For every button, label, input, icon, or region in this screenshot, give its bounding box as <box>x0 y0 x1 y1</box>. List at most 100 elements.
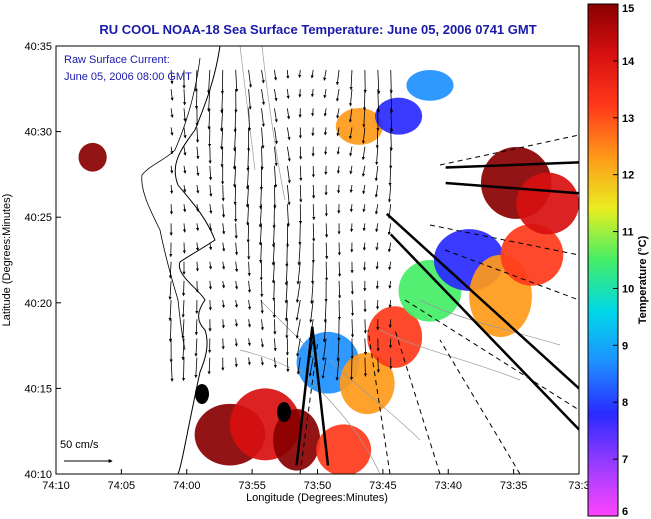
colorbar-tick-label: 7 <box>622 454 628 466</box>
buoy-marker-2 <box>277 402 291 422</box>
current-vector <box>221 261 226 270</box>
x-tick-label: 74:00 <box>173 480 201 492</box>
buoy-marker-1 <box>195 384 209 404</box>
current-vector <box>321 357 327 379</box>
current-vector <box>286 146 291 162</box>
bathymetry-contours <box>239 46 561 474</box>
current-vector <box>322 319 327 343</box>
current-vector <box>335 89 340 102</box>
coverage-dashes <box>299 134 579 474</box>
current-vector <box>234 242 239 256</box>
current-vector <box>261 89 266 106</box>
current-vector <box>260 357 264 366</box>
current-vector <box>336 165 341 174</box>
current-vector <box>182 89 187 106</box>
current-vector <box>274 146 278 167</box>
current-vector <box>209 223 213 232</box>
current-vector <box>361 146 366 161</box>
current-vector <box>295 319 301 339</box>
current-vector <box>195 127 200 143</box>
current-vector <box>233 184 237 206</box>
current-vector <box>308 319 314 341</box>
current-vector <box>363 338 368 356</box>
colorbar-tick-label: 10 <box>622 283 634 295</box>
current-vector <box>323 69 327 81</box>
current-vector <box>208 165 213 181</box>
current-vector <box>387 204 392 219</box>
x-tick-label: 73:45 <box>369 480 397 492</box>
current-vector <box>234 223 238 239</box>
current-vector <box>247 261 251 277</box>
current-vector <box>168 319 173 343</box>
current-vector <box>169 204 174 215</box>
current-vector <box>389 69 393 94</box>
x-axis-ticks: 74:10 74:05 74:00 73:55 73:50 73:45 73:40 73:35… <box>42 469 590 492</box>
current-vector <box>310 280 314 305</box>
coverage-line <box>311 326 330 466</box>
current-vector <box>274 108 278 123</box>
current-vector <box>234 319 238 327</box>
current-vector <box>195 242 200 251</box>
current-vector <box>338 280 342 299</box>
colorbar-tick-label: 6 <box>622 506 628 518</box>
current-vector <box>274 127 278 145</box>
current-vector <box>183 146 187 156</box>
x-tick-label: 73:35 <box>500 480 528 492</box>
current-vector <box>261 108 265 128</box>
current-vector <box>363 357 368 377</box>
current-vector <box>260 300 264 314</box>
current-vector <box>387 184 392 203</box>
current-vector <box>337 261 342 277</box>
current-vector <box>196 204 200 212</box>
current-vector <box>170 69 174 85</box>
coverage-line <box>445 181 579 195</box>
y-tick-label: 40:25 <box>24 212 52 224</box>
sst-patch <box>316 424 372 474</box>
current-vector <box>308 357 314 377</box>
y-tick-label: 40:30 <box>24 127 52 139</box>
current-vector <box>273 69 278 81</box>
current-vector <box>361 127 366 144</box>
current-vector <box>295 299 301 321</box>
x-tick-label: 74:05 <box>108 480 136 492</box>
current-vector <box>388 261 392 271</box>
current-vector <box>286 108 291 120</box>
current-vector <box>312 184 316 199</box>
current-vector <box>323 108 327 117</box>
range-ring-dashes <box>299 134 579 474</box>
coverage-line <box>295 326 314 466</box>
sst-patch <box>375 97 423 135</box>
current-vector <box>350 319 355 338</box>
coast-inner <box>141 57 201 351</box>
current-vector <box>248 89 252 110</box>
current-vector <box>348 108 353 123</box>
annotation-line-2: June 05, 2006 08:00 GMT <box>64 71 192 83</box>
current-vector <box>298 69 302 79</box>
current-vector <box>209 184 213 197</box>
current-vector <box>273 184 277 209</box>
current-vector <box>388 280 392 289</box>
current-vector <box>196 223 200 232</box>
current-vector <box>208 261 213 270</box>
current-vector <box>349 204 354 213</box>
colorbar-label: Temperature (°C) <box>637 235 649 324</box>
current-vector <box>374 165 379 182</box>
current-vector <box>296 357 301 375</box>
y-axis-label: Latitude (Degrees:Minutes) <box>1 194 13 327</box>
y-tick-label: 40:35 <box>24 41 52 53</box>
current-vector <box>362 223 366 232</box>
current-vector <box>261 127 265 149</box>
current-vector <box>362 108 366 128</box>
current-vector <box>261 69 265 84</box>
current-vector <box>323 89 327 99</box>
current-vector <box>234 300 239 308</box>
current-vector <box>388 165 392 187</box>
current-vector <box>183 108 187 122</box>
x-tick-label: 73:40 <box>434 480 462 492</box>
colorbar-ticks: 6 7 8 9 10 11 12 13 14 15 <box>613 3 635 518</box>
current-vector <box>349 69 353 91</box>
current-vector <box>221 184 225 202</box>
current-vector <box>299 184 303 203</box>
current-vector <box>221 300 225 309</box>
current-vector <box>286 69 290 79</box>
